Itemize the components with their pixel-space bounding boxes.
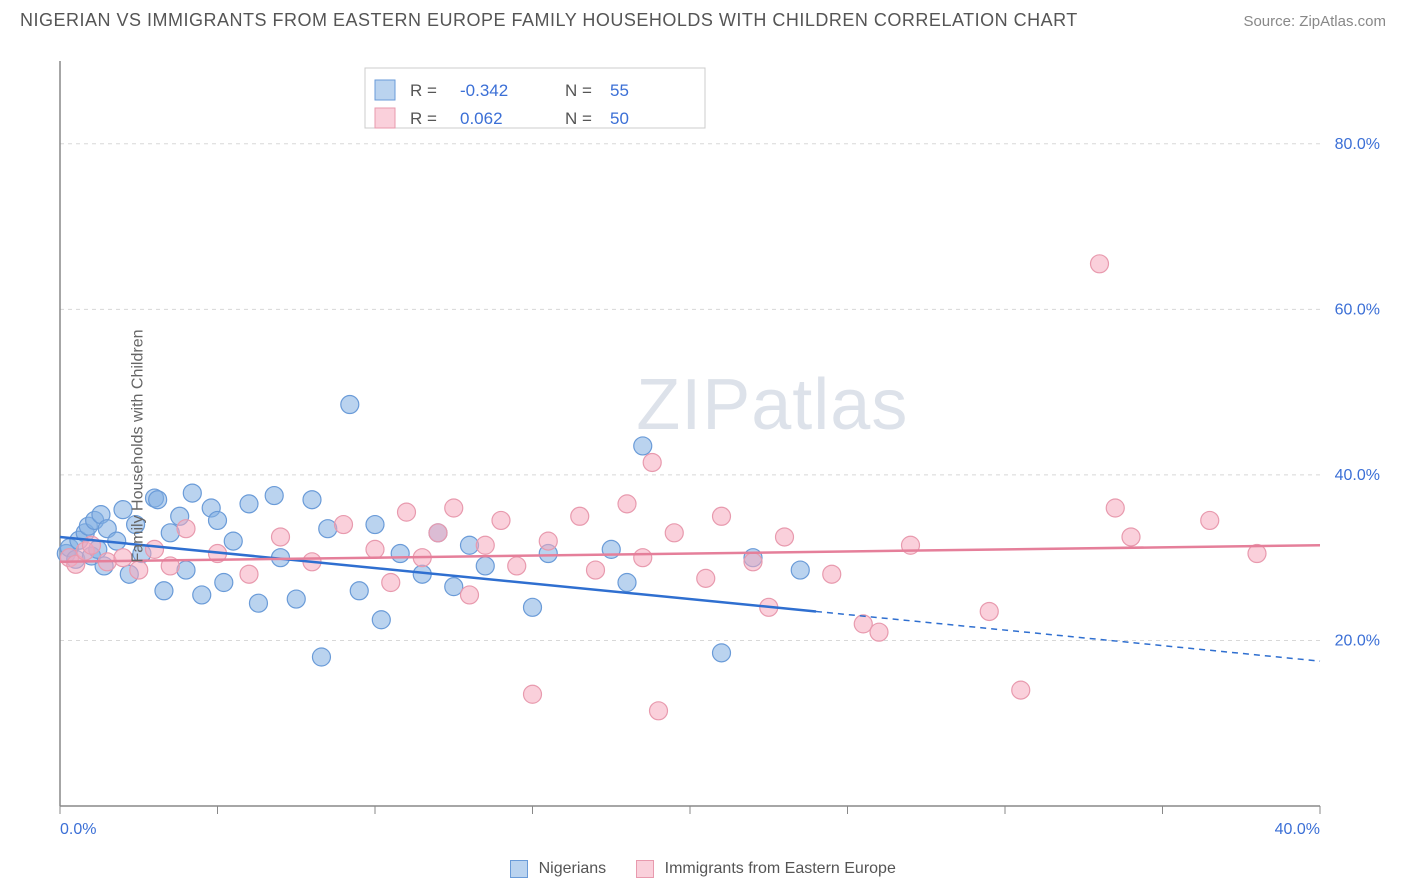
svg-text:60.0%: 60.0% [1335,301,1380,318]
data-point [398,503,416,521]
legend-swatch-blue [510,860,528,878]
data-point [634,549,652,567]
data-point [870,623,888,641]
chart-header: NIGERIAN VS IMMIGRANTS FROM EASTERN EURO… [10,10,1396,36]
data-point [287,590,305,608]
data-point [634,437,652,455]
data-point [215,574,233,592]
data-point [303,491,321,509]
data-point [272,528,290,546]
regression-line [60,545,1320,562]
svg-text:R =: R = [410,109,437,128]
data-point [854,615,872,633]
svg-text:0.0%: 0.0% [60,821,96,838]
legend-bottom: Nigerians Immigrants from Eastern Europe [10,860,1396,878]
svg-text:55: 55 [610,81,629,100]
data-point [1201,511,1219,529]
data-point [650,702,668,720]
data-point [161,524,179,542]
chart-source: Source: ZipAtlas.com [1243,13,1386,30]
data-point [177,561,195,579]
legend-item-nigerians: Nigerians [510,860,606,878]
svg-text:N =: N = [565,81,592,100]
y-axis-label: Family Households with Children [129,330,147,563]
data-point [445,578,463,596]
data-point [130,561,148,579]
data-point [319,520,337,538]
data-point [587,561,605,579]
data-point [445,499,463,517]
data-point [776,528,794,546]
correlation-chart: 20.0% 40.0% 60.0% 80.0% 0.0% 40.0% R = -0.342 N … [10,36,1396,856]
regression-line-dashed [816,611,1320,661]
data-point [492,511,510,529]
svg-text:50: 50 [610,109,629,128]
data-point [1122,528,1140,546]
data-point [1091,255,1109,273]
data-point [980,602,998,620]
chart-title: NIGERIAN VS IMMIGRANTS FROM EASTERN EURO… [20,10,1078,31]
data-point [366,516,384,534]
data-point [155,582,173,600]
data-point [240,565,258,583]
svg-text:40.0%: 40.0% [1335,467,1380,484]
data-point [697,569,715,587]
data-point [335,516,353,534]
data-point [341,396,359,414]
svg-text:80.0%: 80.0% [1335,136,1380,153]
data-point [744,553,762,571]
legend-swatch-pink [636,860,654,878]
data-point [183,484,201,502]
data-point [571,507,589,525]
data-point [366,540,384,558]
data-point [508,557,526,575]
data-point [476,536,494,554]
data-point [665,524,683,542]
data-point [713,644,731,662]
data-point [476,557,494,575]
legend-item-eastern-europe: Immigrants from Eastern Europe [636,860,896,878]
data-point [146,540,164,558]
data-point [524,598,542,616]
data-point [618,574,636,592]
data-point [240,495,258,513]
data-point [618,495,636,513]
data-point [429,524,447,542]
data-point [265,487,283,505]
data-point [249,594,267,612]
data-point [713,507,731,525]
data-point [350,582,368,600]
data-point [461,586,479,604]
data-point [823,565,841,583]
data-point [1106,499,1124,517]
svg-text:0.062: 0.062 [460,109,503,128]
data-point [312,648,330,666]
data-point [391,545,409,563]
svg-text:-0.342: -0.342 [460,81,508,100]
svg-text:20.0%: 20.0% [1335,632,1380,649]
chart-container: Family Households with Children ZIPatlas… [10,36,1396,856]
data-point [209,511,227,529]
data-point [524,685,542,703]
data-point [382,574,400,592]
data-point [177,520,195,538]
data-point [372,611,390,629]
svg-text:R =: R = [410,81,437,100]
data-point [149,491,167,509]
data-point [224,532,242,550]
data-point [791,561,809,579]
data-point [1012,681,1030,699]
svg-text:N =: N = [565,109,592,128]
data-point [193,586,211,604]
data-point [539,532,557,550]
svg-text:40.0%: 40.0% [1275,821,1320,838]
data-point [643,453,661,471]
